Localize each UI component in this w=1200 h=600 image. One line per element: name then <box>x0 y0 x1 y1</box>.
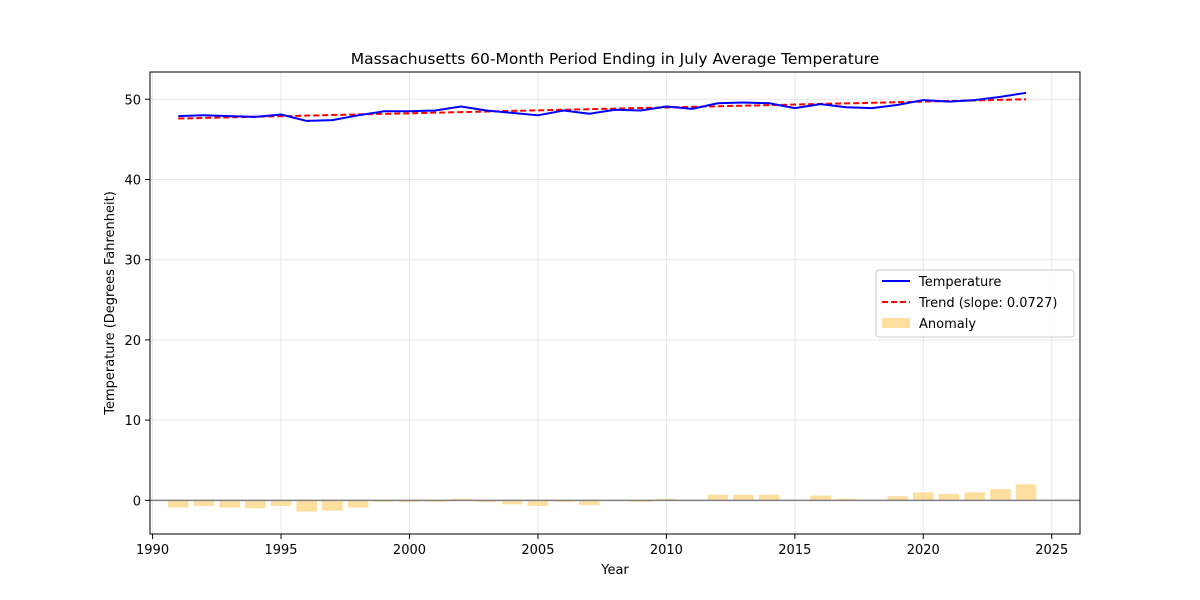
anomaly-bar <box>296 500 317 512</box>
anomaly-bar <box>810 495 831 501</box>
anomaly-bar <box>579 500 600 506</box>
anomaly-bar <box>938 493 960 501</box>
anomaly-bar <box>322 500 343 511</box>
y-tick-label: 10 <box>124 414 141 429</box>
legend-box <box>875 269 1075 338</box>
legend: Temperature Trend (slope: 0.0727) Anomal… <box>875 269 1075 338</box>
y-tick-label: 0 <box>133 494 141 509</box>
anomaly-bar <box>964 492 985 501</box>
anomaly-bar <box>424 500 446 502</box>
y-tick-label: 40 <box>124 173 141 188</box>
anomaly-bar <box>501 500 523 505</box>
anomaly-bar <box>707 494 729 501</box>
anomaly-bar <box>527 500 549 506</box>
y-axis-label: Temperature (Degrees Fahrenheit) <box>103 191 118 416</box>
anomaly-bar <box>835 498 857 501</box>
anomaly-bar <box>476 500 497 502</box>
legend-anomaly-label: Anomaly <box>919 317 976 332</box>
y-tick-label: 50 <box>124 93 141 108</box>
anomaly-bar <box>193 500 215 506</box>
y-tick-label: 20 <box>124 334 141 349</box>
legend-trend-label: Trend (slope: 0.0727) <box>918 296 1057 311</box>
anomaly-bar <box>450 498 472 501</box>
y-axis: 0 10 20 30 40 50 <box>124 93 150 509</box>
x-tick-label: 2005 <box>521 543 554 558</box>
plot-frame <box>149 71 1081 535</box>
anomaly-bar <box>758 494 780 501</box>
anomaly-bar <box>347 500 369 508</box>
x-tick-label: 2010 <box>650 543 683 558</box>
legend-anomaly-swatch <box>882 318 910 328</box>
x-tick-label: 2000 <box>393 543 426 558</box>
anomaly-bars <box>167 484 1037 512</box>
legend-temperature-label: Temperature <box>918 275 1001 290</box>
trend-line <box>178 98 1027 120</box>
x-tick-label: 1995 <box>264 543 297 558</box>
x-axis-label: Year <box>600 563 629 578</box>
anomaly-bar <box>887 496 908 501</box>
series-lines <box>178 91 1027 122</box>
temperature-line <box>178 91 1027 122</box>
anomaly-bar <box>553 500 574 502</box>
chart-title: Massachusetts 60-Month Period Ending in … <box>351 50 880 68</box>
anomaly-bar <box>630 500 651 502</box>
anomaly-bar <box>219 500 240 508</box>
x-axis: 1990 1995 2000 2005 2010 2015 2020 2025 <box>136 534 1068 558</box>
x-tick-label: 2020 <box>907 543 940 558</box>
x-tick-label: 2015 <box>778 543 811 558</box>
anomaly-bar <box>270 500 292 506</box>
x-tick-label: 2025 <box>1035 543 1068 558</box>
anomaly-bar <box>245 500 266 509</box>
anomaly-bar <box>373 500 395 502</box>
anomaly-bar <box>990 489 1011 501</box>
anomaly-bar <box>913 492 934 501</box>
anomaly-bar <box>399 500 420 502</box>
anomaly-bar <box>1015 484 1037 501</box>
anomaly-bar <box>167 500 189 508</box>
x-tick-label: 1990 <box>136 543 169 558</box>
anomaly-bar <box>733 494 754 501</box>
y-tick-label: 30 <box>124 254 141 269</box>
anomaly-bar <box>656 498 677 501</box>
